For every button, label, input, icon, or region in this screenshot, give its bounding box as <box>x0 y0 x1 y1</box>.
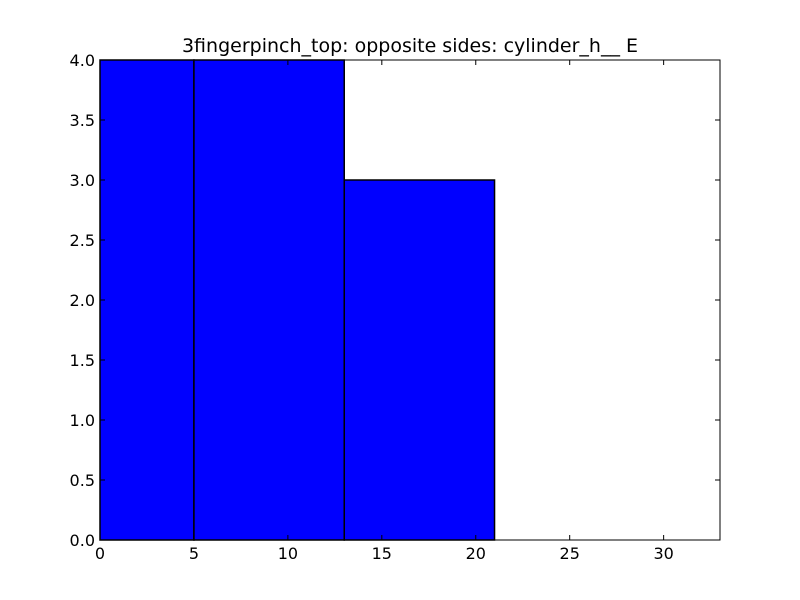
y-tick-label: 0.0 <box>70 531 95 550</box>
y-tick-label: 2.0 <box>70 291 95 310</box>
x-tick-label: 10 <box>278 544 298 563</box>
x-tick-label: 30 <box>653 544 673 563</box>
plot-frame <box>99 59 721 541</box>
x-tick-label: 25 <box>560 544 580 563</box>
x-tick-label: 15 <box>372 544 392 563</box>
bar-1 <box>193 59 345 541</box>
chart-title: 3fingerpinch_top: opposite sides: cylind… <box>182 35 638 57</box>
y-tick-label: 2.5 <box>70 231 95 250</box>
bar-2 <box>343 179 496 541</box>
x-axis-ticks: 0 5 10 15 20 25 30 <box>95 60 674 563</box>
y-axis-ticks: 0.0 0.5 1.0 1.5 2.0 2.5 3.0 3.5 4.0 <box>70 51 720 550</box>
y-tick-label: 1.0 <box>70 411 95 430</box>
y-tick-label: 3.5 <box>70 111 95 130</box>
bars-group <box>99 59 496 541</box>
x-tick-label: 0 <box>95 544 105 563</box>
x-tick-label: 20 <box>466 544 486 563</box>
y-tick-label: 4.0 <box>70 51 95 70</box>
y-tick-label: 3.0 <box>70 171 95 190</box>
bar-0 <box>99 59 195 541</box>
y-tick-label: 1.5 <box>70 351 95 370</box>
y-tick-label: 0.5 <box>70 471 95 490</box>
x-tick-label: 5 <box>189 544 199 563</box>
